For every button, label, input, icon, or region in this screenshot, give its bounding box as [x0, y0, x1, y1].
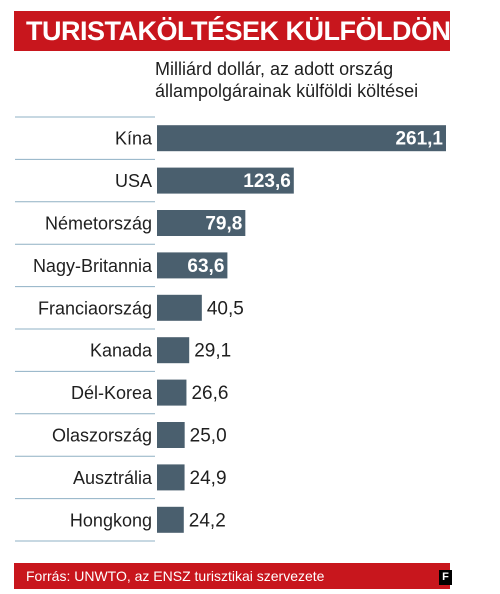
category-label: Franciaország [38, 298, 152, 318]
category-label: Dél-Korea [71, 383, 153, 403]
value-label: 26,6 [191, 383, 228, 404]
value-label: 79,8 [205, 214, 242, 235]
bar [157, 379, 187, 406]
bar [157, 422, 185, 448]
value-label: 24,2 [189, 510, 226, 531]
source-note: Forrás: UNWTO, az ENSZ turisztikai szerv… [14, 563, 450, 589]
category-label: USA [115, 171, 152, 191]
value-label: 261,1 [395, 129, 443, 150]
bar [157, 294, 202, 321]
category-label: Hongkong [70, 510, 152, 530]
value-label: 29,1 [194, 341, 231, 362]
value-label: 63,6 [187, 256, 224, 277]
value-label: 40,5 [207, 298, 244, 319]
chart-title: TURISTAKÖLTÉSEK KÜLFÖLDÖN, 2016 [14, 11, 450, 51]
bar [157, 252, 228, 279]
bar [157, 125, 446, 152]
bar [157, 464, 185, 491]
value-label: 123,6 [243, 171, 291, 192]
bar [157, 506, 184, 533]
publisher-logo: F [439, 570, 452, 585]
chart-subtitle: Milliárd dollár, az adott ország állampo… [155, 58, 455, 102]
bar [157, 210, 246, 236]
category-label: Olaszország [52, 426, 152, 446]
category-label: Németország [45, 214, 152, 234]
bar [157, 167, 294, 194]
category-label: Nagy-Britannia [33, 256, 153, 276]
bar [157, 337, 190, 364]
category-label: Ausztrália [73, 468, 153, 488]
subtitle-line-1: Milliárd dollár, az adott ország [155, 59, 394, 79]
subtitle-line-2: állampolgárainak külföldi költései [155, 81, 419, 101]
category-label: Kanada [90, 341, 153, 361]
category-label: Kína [115, 129, 153, 149]
value-label: 24,9 [190, 468, 227, 489]
value-label: 25,0 [190, 426, 227, 447]
